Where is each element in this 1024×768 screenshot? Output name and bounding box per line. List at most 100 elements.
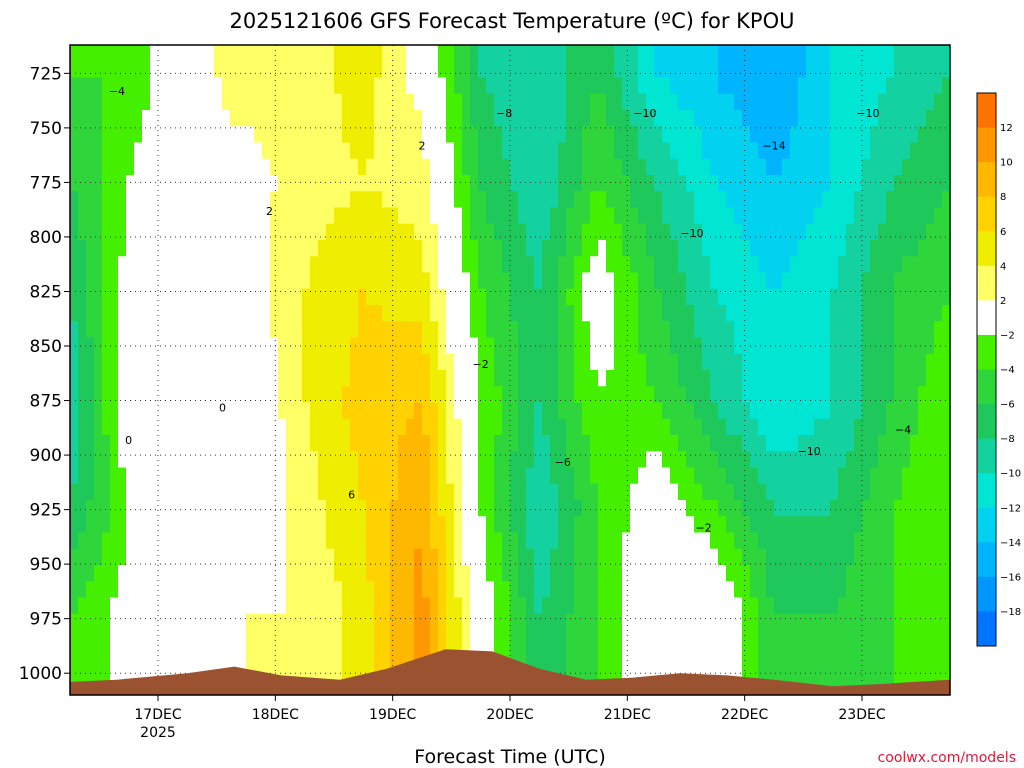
heatmap-cell xyxy=(510,126,519,144)
heatmap-cell xyxy=(910,565,919,582)
heatmap-cell xyxy=(446,126,455,144)
heatmap-cell xyxy=(742,45,751,62)
heatmap-cell xyxy=(750,337,759,355)
heatmap-cell xyxy=(358,77,367,95)
heatmap-cell xyxy=(934,305,943,322)
heatmap-cell xyxy=(878,45,887,62)
heatmap-cell xyxy=(206,516,215,534)
heatmap-cell xyxy=(846,353,855,371)
heatmap-cell xyxy=(518,337,527,355)
heatmap-cell xyxy=(334,61,343,79)
heatmap-cell xyxy=(806,597,815,615)
heatmap-cell xyxy=(670,646,679,664)
heatmap-cell xyxy=(758,110,767,127)
heatmap-cell xyxy=(462,288,471,306)
heatmap-cell xyxy=(222,581,231,599)
heatmap-cell xyxy=(542,240,551,257)
heatmap-cell xyxy=(838,597,847,615)
heatmap-cell xyxy=(254,402,263,420)
heatmap-cell xyxy=(382,483,391,501)
heatmap-cell xyxy=(782,370,791,387)
heatmap-cell xyxy=(318,77,327,95)
heatmap-cell xyxy=(918,565,927,582)
heatmap-cell xyxy=(766,483,775,501)
heatmap-cell xyxy=(494,418,503,436)
heatmap-cell xyxy=(342,418,351,436)
heatmap-cell xyxy=(334,207,343,225)
heatmap-cell xyxy=(694,288,703,306)
heatmap-cell xyxy=(294,158,303,176)
heatmap-cell xyxy=(558,418,567,436)
heatmap-cell xyxy=(470,77,479,95)
heatmap-cell xyxy=(478,402,487,420)
heatmap-cell xyxy=(646,483,655,501)
heatmap-cell xyxy=(230,386,239,404)
heatmap-cell xyxy=(582,532,591,550)
heatmap-cell xyxy=(510,565,519,582)
heatmap-cell xyxy=(222,353,231,371)
heatmap-cell xyxy=(174,516,183,534)
credit-link[interactable]: coolwx.com/models xyxy=(878,750,1016,766)
heatmap-cell xyxy=(334,386,343,404)
heatmap-cell xyxy=(366,483,375,501)
heatmap-cell xyxy=(758,93,767,111)
heatmap-cell xyxy=(254,597,263,615)
heatmap-cell xyxy=(910,370,919,387)
heatmap-cell xyxy=(150,337,159,355)
heatmap-cell xyxy=(718,516,727,534)
heatmap-cell xyxy=(862,402,871,420)
heatmap-cell xyxy=(166,581,175,599)
heatmap-cell xyxy=(278,207,287,225)
heatmap-cell xyxy=(926,630,935,647)
heatmap-cell xyxy=(198,418,207,436)
heatmap-cell xyxy=(382,597,391,615)
heatmap-cell xyxy=(142,581,151,599)
heatmap-cell xyxy=(110,370,119,387)
heatmap-cell xyxy=(630,353,639,371)
heatmap-cell xyxy=(302,516,311,534)
heatmap-cell xyxy=(358,402,367,420)
heatmap-cell xyxy=(902,321,911,339)
heatmap-cell xyxy=(526,142,535,160)
heatmap-cell xyxy=(318,418,327,436)
heatmap-cell xyxy=(510,337,519,355)
heatmap-cell xyxy=(886,565,895,582)
heatmap-cell xyxy=(462,272,471,290)
heatmap-cell xyxy=(238,630,247,647)
heatmap-cell xyxy=(510,223,519,241)
heatmap-cell xyxy=(430,532,439,550)
heatmap-cell xyxy=(662,500,671,517)
heatmap-cell xyxy=(238,435,247,452)
heatmap-cell xyxy=(190,223,199,241)
heatmap-cell xyxy=(926,435,935,452)
heatmap-cell xyxy=(70,646,79,664)
heatmap-cell xyxy=(854,256,863,274)
heatmap-cell xyxy=(190,646,199,664)
heatmap-cell xyxy=(854,500,863,517)
heatmap-cell xyxy=(502,321,511,339)
heatmap-cell xyxy=(478,451,487,469)
heatmap-cell xyxy=(158,483,167,501)
heatmap-cell xyxy=(862,418,871,436)
heatmap-cell xyxy=(182,256,191,274)
heatmap-cell xyxy=(246,483,255,501)
heatmap-cell xyxy=(454,548,463,566)
heatmap-cell xyxy=(638,256,647,274)
heatmap-cell xyxy=(526,158,535,176)
heatmap-cell xyxy=(822,451,831,469)
heatmap-cell xyxy=(870,435,879,452)
heatmap-cell xyxy=(390,158,399,176)
heatmap-cell xyxy=(310,126,319,144)
heatmap-cell xyxy=(94,142,103,160)
heatmap-cell xyxy=(798,467,807,485)
heatmap-cell xyxy=(902,175,911,192)
heatmap-cell xyxy=(318,256,327,274)
heatmap-cell xyxy=(86,158,95,176)
heatmap-cell xyxy=(126,370,135,387)
heatmap-cell xyxy=(390,565,399,582)
heatmap-cell xyxy=(622,402,631,420)
heatmap-cell xyxy=(278,500,287,517)
heatmap-cell xyxy=(894,565,903,582)
heatmap-cell xyxy=(102,223,111,241)
heatmap-cell xyxy=(278,93,287,111)
